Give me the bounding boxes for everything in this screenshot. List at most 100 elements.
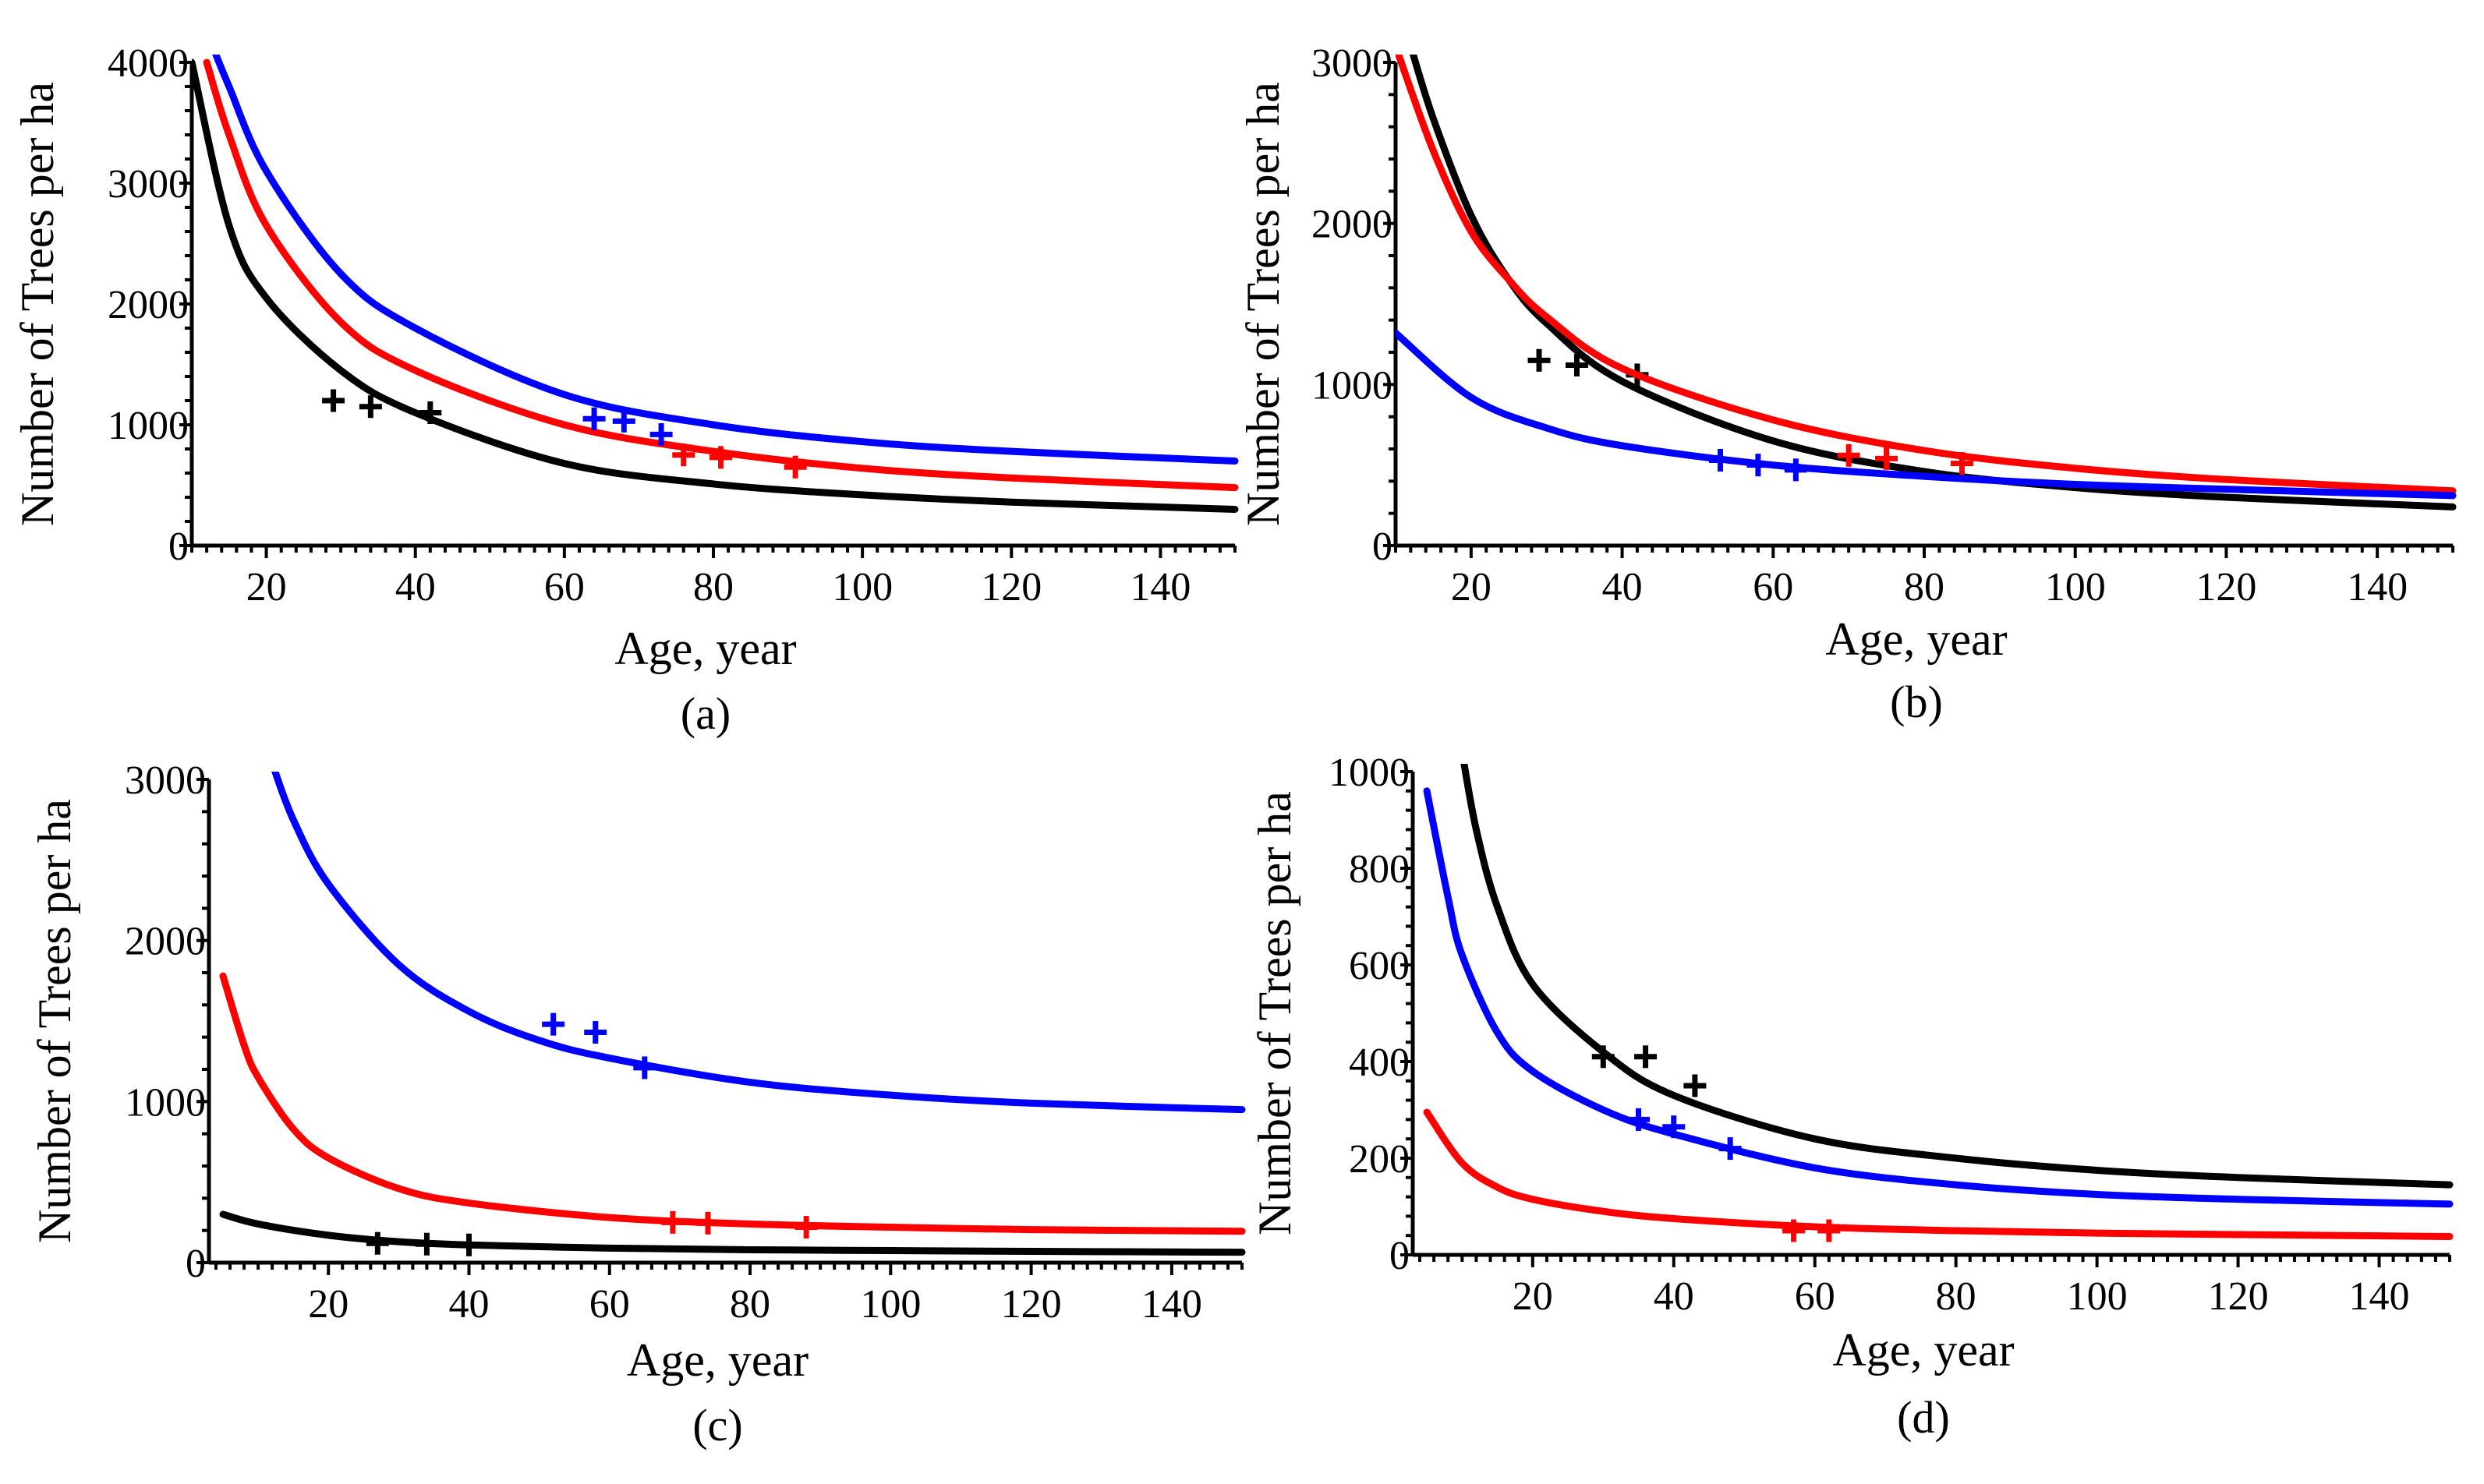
data-point-blue: [1662, 1115, 1686, 1139]
panel-label: (d): [1897, 1392, 1950, 1443]
x-tick-label: 60: [1795, 1274, 1835, 1319]
series-curve-blue: [1396, 329, 2457, 500]
data-point-blue: [1627, 1108, 1651, 1131]
data-point-blue: [542, 1012, 565, 1036]
series-curve-black: [192, 58, 1239, 513]
data-point-black: [415, 1232, 438, 1256]
x-tick-label: 100: [2067, 1274, 2128, 1319]
data-point-blue: [584, 1020, 607, 1044]
x-tick-label: 40: [395, 565, 436, 610]
y-axis-title: Number of Trees per ha: [1249, 791, 1300, 1235]
y-tick-label: 3000: [125, 758, 206, 803]
x-tick-label: 80: [730, 1282, 770, 1327]
data-point-red: [709, 446, 733, 469]
series-curve-blue: [1423, 787, 2454, 1208]
chart-panel-4: 20 40 60 80 100 120 140 0 200 400 600 800 1000 Age, y…: [1249, 751, 2454, 1443]
series-curve-black: [1460, 764, 2454, 1189]
x-tick-label: 20: [308, 1282, 349, 1327]
y-tick-label: 0: [1389, 1234, 1410, 1278]
series-curve-red: [203, 58, 1239, 492]
x-tick-label: 80: [693, 565, 734, 610]
series-curve-red: [219, 972, 1246, 1235]
data-point-red: [1875, 447, 1898, 470]
x-tick-label: 120: [2208, 1274, 2269, 1319]
data-point-blue: [1784, 458, 1807, 482]
data-point-red: [1782, 1219, 1806, 1242]
y-tick-label: 1000: [125, 1080, 206, 1125]
x-tick-label: 140: [2347, 565, 2408, 610]
data-point-red: [696, 1211, 720, 1235]
data-point-black: [366, 1231, 389, 1255]
data-point-red: [1817, 1219, 1841, 1242]
series-curve-black: [1409, 55, 2457, 511]
data-point-black: [1527, 348, 1551, 372]
x-axis-title: Age, year: [627, 1334, 809, 1386]
x-tick-label: 40: [449, 1282, 490, 1327]
data-point-black: [1591, 1045, 1615, 1069]
x-axis-title: Age, year: [614, 623, 796, 674]
data-point-red: [784, 455, 807, 479]
x-tick-label: 140: [2349, 1274, 2410, 1319]
data-point-black: [1634, 1045, 1658, 1069]
y-tick-label: 0: [186, 1242, 206, 1286]
data-point-red: [794, 1216, 818, 1239]
series-curve-red: [1396, 55, 2457, 495]
x-tick-label: 20: [246, 565, 287, 610]
data-point-red: [661, 1210, 685, 1234]
y-tick-label: 0: [1372, 525, 1392, 569]
x-tick-label: 120: [981, 565, 1042, 610]
x-tick-label: 20: [1451, 565, 1491, 610]
data-point-black: [359, 395, 382, 419]
data-point-red: [1837, 443, 1860, 467]
data-point-red: [1950, 452, 1973, 475]
x-tick-label: 120: [2196, 565, 2256, 610]
y-tick-label: 2000: [108, 283, 189, 327]
y-tick-label: 800: [1349, 847, 1410, 892]
y-tick-label: 0: [168, 525, 189, 569]
series-curve-black: [219, 1210, 1246, 1256]
data-point-blue: [582, 407, 606, 430]
x-tick-label: 120: [1001, 1282, 1062, 1327]
x-tick-label: 80: [1936, 1274, 1976, 1319]
x-tick-label: 100: [860, 1282, 921, 1327]
y-tick-label: 1000: [1311, 363, 1392, 408]
data-point-blue: [1718, 1137, 1742, 1161]
x-axis-title: Age, year: [1832, 1324, 2014, 1376]
y-axis-title: Number of Trees per ha: [29, 799, 80, 1243]
series-curve-red: [1423, 1108, 2454, 1240]
x-tick-label: 100: [832, 565, 893, 610]
x-tick-label: 60: [1753, 565, 1793, 610]
panel-label: (c): [692, 1400, 742, 1450]
data-point-black: [322, 389, 345, 412]
x-tick-label: 40: [1654, 1274, 1694, 1319]
data-point-blue: [1708, 448, 1732, 472]
chart-panel-1: 20 40 60 80 100 120 140 0 1000 2000 3000 4000 Age, y…: [12, 41, 1239, 739]
data-point-blue: [1746, 454, 1770, 477]
x-tick-label: 140: [1130, 565, 1191, 610]
x-tick-label: 60: [544, 565, 585, 610]
data-point-blue: [649, 422, 673, 446]
x-tick-label: 60: [589, 1282, 630, 1327]
y-tick-label: 3000: [108, 162, 189, 207]
data-point-black: [458, 1233, 481, 1256]
y-tick-label: 2000: [1311, 203, 1392, 247]
series-curve-blue: [212, 55, 1239, 465]
x-tick-label: 40: [1602, 565, 1643, 610]
y-tick-label: 200: [1349, 1137, 1410, 1182]
y-axis-title: Number of Trees per ha: [12, 82, 63, 526]
y-tick-label: 4000: [108, 41, 189, 86]
data-point-black: [1683, 1074, 1707, 1097]
y-tick-label: 600: [1349, 944, 1410, 988]
y-tick-label: 1000: [108, 404, 189, 448]
chart-panel-2: 20 40 60 80 100 120 140 0 1000 2000 3000 Age, year N…: [1237, 41, 2457, 727]
y-axis-title: Number of Trees per ha: [1237, 82, 1289, 526]
x-axis-title: Age, year: [1825, 613, 2007, 665]
y-tick-label: 3000: [1311, 41, 1392, 86]
data-point-black: [1565, 354, 1588, 377]
y-tick-label: 400: [1349, 1041, 1410, 1085]
panel-label: (a): [681, 688, 731, 739]
data-point-red: [672, 443, 695, 467]
x-tick-label: 80: [1904, 565, 1944, 610]
x-tick-label: 100: [2045, 565, 2106, 610]
